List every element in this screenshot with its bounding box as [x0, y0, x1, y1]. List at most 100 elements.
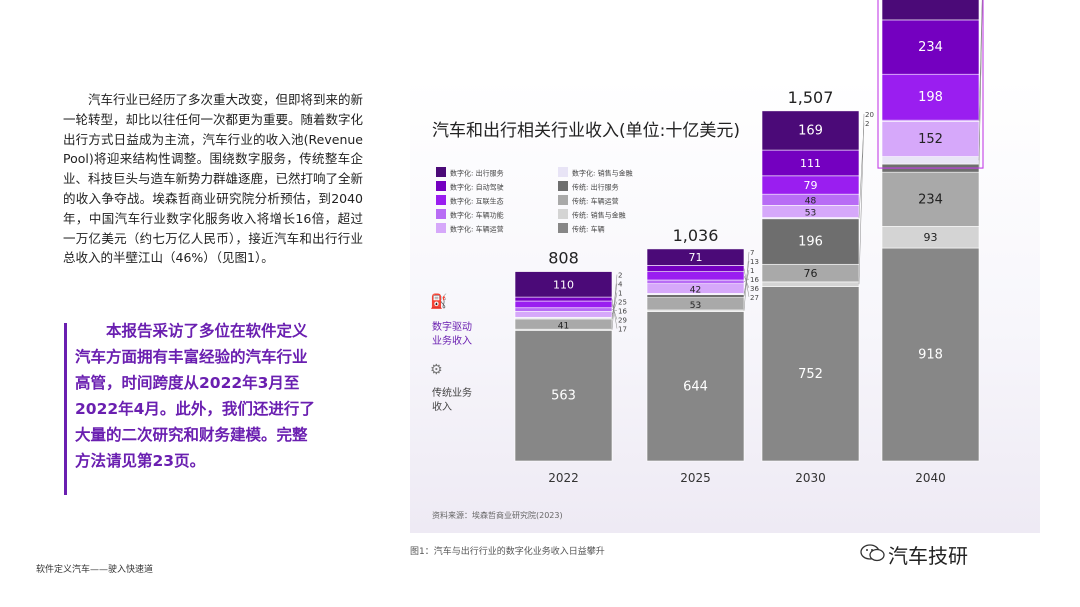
bar-small-value-label: 16	[618, 308, 627, 316]
legend-swatch	[436, 167, 446, 177]
bar-small-value-label: 2	[618, 272, 622, 280]
legend-label: 传统: 车辆运营	[572, 197, 619, 206]
bar-segment	[761, 110, 860, 151]
callout-leader	[978, 0, 983, 121]
bar-small-value-label: 20	[865, 111, 874, 119]
legend-label: 传统: 销售与金融	[572, 211, 626, 220]
bar-value-label: 196	[798, 235, 823, 250]
callout-leader	[611, 292, 618, 318]
callout-leader	[978, 0, 983, 161]
callout-leader	[611, 301, 618, 315]
callout-leader	[743, 268, 750, 297]
bar-segment	[761, 149, 860, 177]
bar-segment	[514, 300, 613, 309]
legend-swatch	[436, 209, 446, 219]
bar-value-label: 234	[918, 192, 943, 207]
bar-segment	[646, 271, 745, 281]
callout-leader	[743, 278, 750, 283]
figure-caption: 图1：汽车与出行行业的数字化业务收入日益攀升	[410, 547, 605, 557]
digital-icon: ⛽	[430, 293, 447, 310]
bar-value-label: 76	[804, 267, 818, 280]
highlight-bracket	[877, 0, 984, 169]
bar-segment	[881, 73, 980, 121]
bar-small-value-label: 13	[750, 258, 759, 266]
footer-report-title: 软件定义汽车——驶入快速道	[36, 565, 154, 575]
bar-segment	[881, 247, 980, 462]
bar-value-label: 71	[689, 251, 703, 264]
legend-label: 数字化: 互联生态	[450, 197, 504, 206]
bar-value-label: 79	[804, 179, 818, 192]
bar-small-value-label: 2	[865, 120, 869, 128]
x-tick-label: 2030	[795, 471, 826, 485]
bar-segment	[646, 279, 745, 285]
traditional-group-label: 传统业务	[432, 386, 472, 399]
bar-small-value-label: 36	[750, 285, 759, 293]
bar-value-label: 111	[800, 157, 821, 170]
bar-segment	[761, 281, 860, 287]
legend-swatch	[558, 223, 568, 233]
bar-value-label: 42	[690, 286, 701, 296]
x-tick-label: 2025	[680, 471, 711, 485]
bar-value-label: 53	[690, 301, 701, 311]
bar-value-label: 152	[918, 132, 943, 147]
bar-small-value-label: 4	[618, 281, 623, 289]
bar-segment	[514, 311, 613, 318]
bar-segment	[881, 156, 980, 165]
legend-swatch	[558, 167, 568, 177]
legend-swatch	[558, 195, 568, 205]
watermark-text: 汽车技研	[888, 544, 968, 568]
callout-leader	[611, 304, 618, 320]
bar-segment	[881, 121, 980, 157]
bar-value-label: 48	[805, 197, 817, 207]
bar-value-label: 234	[918, 40, 943, 55]
bar-segment	[514, 307, 613, 312]
bar-total-label: 1,507	[788, 88, 834, 107]
bar-small-value-label: 1	[618, 290, 622, 298]
bar-segment	[761, 218, 860, 265]
quote-accent-bar	[64, 323, 67, 495]
legend-label: 数字化: 销售与金融	[572, 169, 633, 178]
bar-total-label: 808	[548, 249, 579, 268]
traditional-icon: ⚙	[430, 362, 443, 378]
bar-value-label: 563	[551, 389, 576, 404]
bar-segment	[881, 0, 980, 21]
legend-label: 数字化: 出行服务	[450, 169, 504, 178]
digital-group-label: 业务收入	[432, 334, 472, 347]
bar-segment	[514, 330, 613, 462]
bar-segment	[646, 248, 745, 266]
intro-paragraph: 汽车行业已经历了多次重大改变，但即将到来的新一轮转型，却比以往任何一次都更为重要…	[63, 92, 364, 266]
bar-small-value-label: 16	[750, 276, 759, 284]
bar-small-value-label: 17	[618, 326, 627, 334]
legend-swatch	[436, 223, 446, 233]
bar-segment	[761, 286, 860, 462]
legend-label: 数字化: 车辆运营	[450, 225, 504, 234]
bar-value-label: 918	[918, 348, 943, 363]
bar-small-value-label: 27	[750, 294, 759, 302]
digital-group-label: 数字驱动	[432, 320, 472, 333]
bar-value-label: 53	[805, 208, 816, 218]
callout-leader	[611, 309, 618, 311]
x-tick-label: 2022	[548, 471, 579, 485]
bar-value-label: 198	[918, 90, 943, 105]
bar-value-label: 41	[558, 321, 569, 331]
bar-segment	[881, 19, 980, 75]
methodology-quote: 本报告采访了多位在软件定义汽车方面拥有丰富经验的汽车行业高管，时间跨度从2022…	[75, 322, 315, 470]
x-tick-label: 2040	[915, 471, 946, 485]
legend-label: 数字化: 自动驾驶	[450, 183, 504, 192]
bar-value-label: 752	[798, 367, 823, 382]
legend-swatch	[558, 209, 568, 219]
legend-swatch	[436, 195, 446, 205]
legend-label: 传统: 出行服务	[572, 183, 619, 192]
bar-segment	[646, 265, 745, 272]
bar-segment	[514, 271, 613, 298]
chart-source: 资料来源：埃森哲商业研究院(2023)	[432, 510, 563, 520]
bar-small-value-label: 29	[618, 317, 627, 325]
traditional-group-label: 收入	[432, 400, 452, 413]
bar-value-label: 93	[924, 231, 938, 244]
bar-value-label: 644	[683, 379, 708, 394]
bar-small-value-label: 25	[618, 299, 627, 307]
bar-segment	[514, 296, 613, 302]
chart-title: 汽车和出行相关行业收入(单位:十亿美元)	[432, 121, 740, 141]
bar-small-value-label: 1	[750, 267, 754, 275]
bar-total-label: 1,036	[673, 226, 719, 245]
